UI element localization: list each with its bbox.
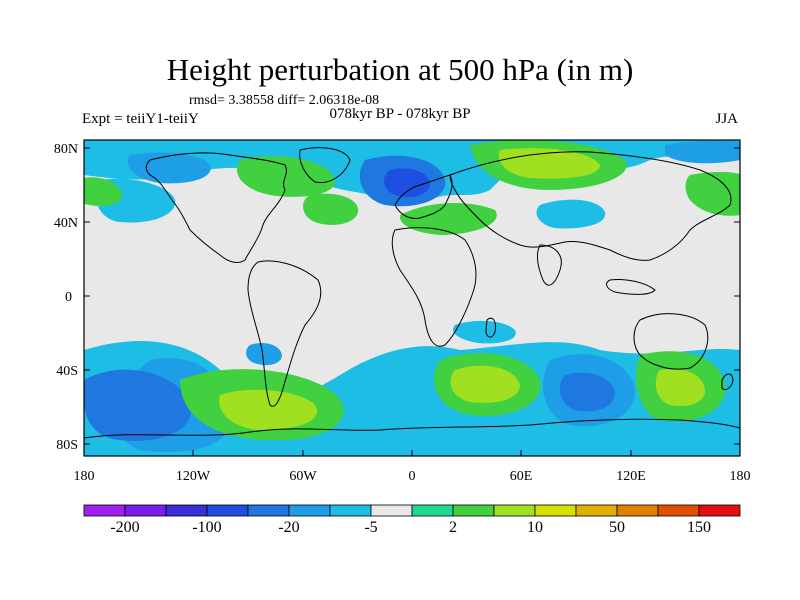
contour-region [399, 203, 497, 235]
contour-region [559, 372, 615, 412]
colorbar-box [452, 504, 495, 517]
contour-region [383, 168, 430, 198]
colorbar-label: -200 [110, 519, 139, 536]
lon-label: 60E [510, 469, 533, 484]
colorbar-box [411, 504, 454, 517]
season-label: JJA [715, 111, 738, 127]
lat-label: 40S [56, 364, 78, 379]
colorbar-label: -20 [278, 519, 299, 536]
lon-label: 120E [616, 469, 646, 484]
longitude-labels: 180 120W 60W 0 60E 120E 180 [74, 469, 751, 484]
colorbar-box [329, 504, 372, 517]
colorbar-box [247, 504, 290, 517]
contour-field [84, 140, 740, 456]
colorbar-box [657, 504, 700, 517]
colorbar-box [616, 504, 659, 517]
colorbar-box [165, 504, 208, 517]
contour-region [452, 320, 516, 344]
lon-label: 60W [289, 469, 317, 484]
contour-region [219, 389, 318, 430]
lat-label: 0 [65, 290, 72, 305]
period-label: 078kyr BP - 078kyr BP [329, 106, 471, 122]
lat-label: 40N [54, 216, 78, 231]
colorbar-box [575, 504, 618, 517]
lat-label: 80S [56, 438, 78, 453]
colorbar-label: -100 [192, 519, 221, 536]
contour-region [127, 152, 211, 184]
colorbar-box [493, 504, 536, 517]
colorbar-box [370, 504, 413, 517]
colorbar-label: 2 [449, 519, 457, 536]
contour-region [685, 171, 740, 216]
map-title: Height perturbation at 500 hPa (in m) [166, 52, 634, 87]
stats-text: rmsd= 3.38558 diff= 2.06318e-08 [189, 93, 380, 108]
colorbar-box [698, 504, 741, 517]
colorbar-label: 150 [687, 519, 711, 536]
contour-region [665, 140, 740, 164]
contour-region [84, 177, 122, 207]
contour-region [84, 369, 192, 441]
colorbar-label: -5 [364, 519, 377, 536]
coastlines [84, 147, 740, 439]
colorbar-box [124, 504, 167, 517]
colorbar-labels: -200 -100 -20 -5 2 10 50 150 [110, 519, 711, 536]
latitude-labels: 80N 40N 0 40S 80S [54, 142, 78, 453]
contour-region [655, 368, 705, 407]
colorbar [83, 504, 741, 517]
lon-label: 120W [176, 469, 211, 484]
contour-region [236, 156, 336, 197]
contour-region [246, 343, 282, 366]
lon-label: 180 [730, 469, 751, 484]
contour-region [450, 365, 520, 403]
colorbar-box [288, 504, 331, 517]
lon-label: 0 [409, 469, 416, 484]
contour-region [303, 193, 359, 225]
axis-ticks [83, 147, 741, 456]
colorbar-label: 50 [609, 519, 625, 536]
contour-region [536, 199, 606, 229]
lat-label: 80N [54, 142, 78, 157]
colorbar-label: 10 [527, 519, 543, 536]
colorbar-box [206, 504, 249, 517]
colorbar-box [534, 504, 577, 517]
experiment-label: Expt = teiiY1-teiiY [82, 111, 199, 127]
colorbar-box [83, 504, 126, 517]
lon-label: 180 [74, 469, 95, 484]
